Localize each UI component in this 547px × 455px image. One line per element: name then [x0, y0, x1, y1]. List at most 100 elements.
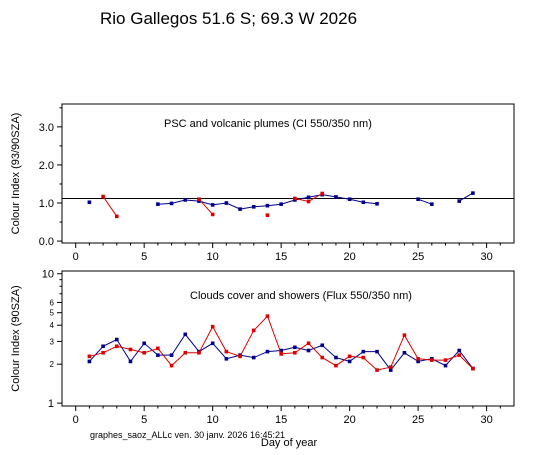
series-2-point — [306, 341, 311, 346]
panel-title: PSC and volcanic plumes (CI 550/350 nm) — [164, 118, 372, 130]
series-1-point — [457, 348, 462, 353]
series-2-point — [183, 350, 188, 355]
x-tick-label: 30 — [480, 414, 492, 426]
series-1-point — [347, 197, 352, 202]
series-1-point — [169, 353, 174, 357]
series-1-point — [388, 368, 393, 372]
series-2-point — [347, 354, 352, 359]
series-2-point — [320, 191, 325, 196]
y-tick-label: 4 — [50, 321, 55, 330]
series-1-point — [156, 353, 160, 357]
series-2-point — [361, 355, 366, 360]
series-2-point — [238, 354, 242, 359]
series-2-point — [210, 324, 215, 329]
series-1-point — [402, 350, 407, 355]
x-tick-label: 30 — [480, 251, 492, 263]
series-1-point — [306, 195, 311, 200]
x-tick-label: 20 — [344, 251, 356, 263]
series-1-point — [361, 200, 366, 205]
series-1-point — [279, 348, 283, 353]
y-tick-label: 1 — [48, 398, 54, 410]
series-2-line — [102, 196, 118, 217]
y-tick-label: 3 — [50, 337, 55, 346]
series-1-point — [251, 355, 256, 360]
series-1-point — [87, 359, 92, 364]
series-2-point — [375, 368, 379, 372]
y-tick-label: 1.0 — [39, 198, 54, 210]
series-2-point — [471, 366, 475, 371]
series-1-point — [265, 349, 270, 354]
series-1-point — [443, 363, 448, 368]
series-2-point — [279, 352, 283, 356]
series-2-line — [89, 315, 474, 371]
series-1-point — [320, 343, 325, 348]
series-1-point — [169, 201, 174, 206]
series-1-point — [156, 202, 160, 206]
series-1-point — [347, 359, 352, 364]
series-1-point — [471, 191, 475, 195]
y-tick-label: 2.0 — [39, 160, 54, 172]
series-2-point — [156, 346, 160, 351]
series-2-point — [265, 314, 270, 318]
series-2-point — [457, 353, 462, 357]
panel-psc-volcanic: 0 5 10 15 20 25 30 0.0 1.0 2.0 3.0 PSC and volcanic… — [10, 103, 515, 263]
series-2-point — [320, 355, 325, 360]
series-1-point — [114, 337, 119, 342]
series-1-point — [142, 341, 146, 346]
series-2-point — [169, 363, 174, 368]
series-1-point — [416, 197, 420, 202]
series-1-point — [183, 332, 188, 337]
series-2-point — [416, 357, 420, 361]
series-1-point — [457, 199, 462, 203]
series-1-point — [101, 344, 105, 349]
series-1-line — [417, 198, 432, 205]
y-tick-label: 10 — [42, 269, 54, 281]
y-tick-label: 0.0 — [39, 236, 54, 248]
series-2-point — [402, 333, 407, 337]
series-1-point — [251, 205, 256, 209]
series-2-point — [388, 365, 393, 369]
plot-frame — [61, 270, 515, 407]
series-1-point — [375, 349, 379, 354]
series-1-point — [375, 201, 379, 206]
series-2-point — [443, 358, 448, 362]
x-tick-label: 5 — [141, 251, 147, 263]
series-2-point — [197, 197, 201, 202]
series-2-point — [334, 363, 338, 368]
series-2-point — [224, 349, 229, 354]
x-tick-label: 0 — [73, 251, 79, 263]
x-tick-label: 20 — [344, 414, 356, 426]
series-1-point — [361, 349, 366, 354]
x-tick-label: 25 — [412, 414, 424, 426]
series-2-point — [114, 214, 119, 219]
series-1-point — [224, 201, 229, 205]
series-1-point — [306, 348, 311, 353]
x-tick-label: 10 — [207, 414, 219, 426]
series-2-point — [128, 347, 133, 352]
series-2-point — [265, 213, 270, 217]
series-2-point — [197, 350, 201, 355]
series-2-point — [142, 350, 146, 355]
series-1-point — [293, 345, 297, 350]
y-tick-label: 6 — [50, 298, 55, 307]
series-2-point — [101, 194, 105, 199]
x-tick-label: 15 — [275, 414, 287, 426]
x-axis-label: Day of year — [261, 437, 318, 449]
series-1-point — [238, 207, 242, 211]
series-1-point — [334, 355, 338, 360]
series-1-line — [458, 192, 474, 202]
series-1-point — [87, 200, 92, 205]
x-tick-label: 25 — [412, 251, 424, 263]
series-1-point — [197, 199, 201, 203]
y-tick-label: 2 — [50, 360, 55, 369]
series-2-point — [210, 212, 215, 217]
x-tick-label: 10 — [207, 251, 219, 263]
y-tick-label: 5 — [50, 309, 55, 318]
series-2-point — [101, 350, 105, 355]
series-1-point — [210, 203, 215, 207]
x-tick-label: 15 — [275, 251, 287, 263]
series-2-point — [87, 354, 92, 359]
series-1-point — [430, 202, 434, 206]
panel-clouds-showers: 0 5 10 15 20 25 30 1 2 3 4 5 6 10 Clouds cover and sho… — [10, 269, 515, 449]
